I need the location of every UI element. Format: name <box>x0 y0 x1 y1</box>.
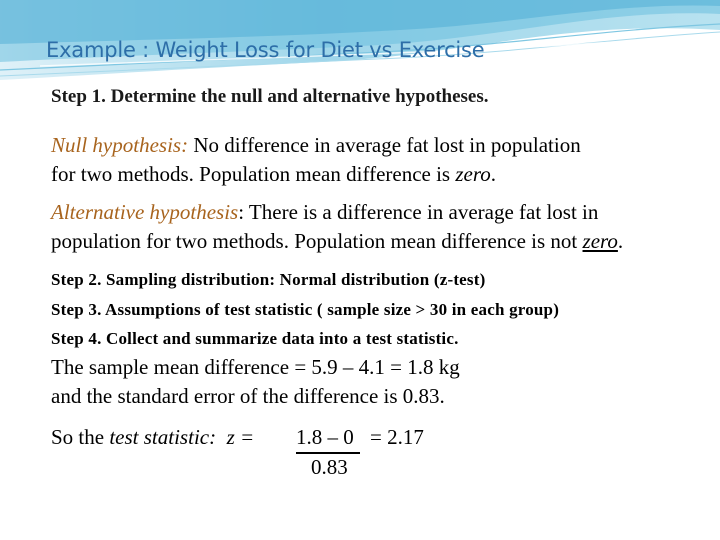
header-wave-decoration <box>0 0 720 80</box>
null-hypothesis-label: Null hypothesis: <box>51 133 189 157</box>
null-hypothesis-text-2: for two methods. Population mean differe… <box>51 162 456 186</box>
test-statistic-prefix: So the <box>51 425 110 449</box>
mean-difference-line-1: The sample mean difference = 5.9 – 4.1 =… <box>51 355 460 379</box>
null-zero-emphasis: zero <box>455 162 491 186</box>
step-2-text: Step 2. Sampling distribution: Normal di… <box>51 270 486 289</box>
null-hypothesis-end: . <box>490 162 496 186</box>
slide-title: Example : Weight Loss for Diet vs Exerci… <box>46 38 485 62</box>
alternative-hypothesis-text-2: population for two methods. Population m… <box>51 229 583 253</box>
test-statistic-label: test statistic: <box>109 425 217 449</box>
alternative-hypothesis-end: . <box>617 229 624 253</box>
null-hypothesis-paragraph: Null hypothesis: No difference in averag… <box>51 131 581 189</box>
null-hypothesis-text-1: No difference in average fat lost in pop… <box>188 133 581 157</box>
fraction-bar <box>296 452 360 454</box>
alternative-colon: : <box>238 200 245 224</box>
fraction-numerator: 1.8 – 0 <box>296 425 354 450</box>
test-statistic-result: = 2.17 <box>370 425 424 449</box>
alternative-hypothesis-paragraph: Alternative hypothesis: There is a diffe… <box>51 198 623 256</box>
fraction-denominator: 0.83 <box>311 455 348 479</box>
alternative-hypothesis-label: Alternative hypothesis <box>51 200 239 224</box>
alternative-zero-emphasis: zero <box>582 229 618 253</box>
mean-difference-line-2: and the standard error of the difference… <box>51 384 445 408</box>
step-3-text: Step 3. Assumptions of test statistic ( … <box>51 300 560 319</box>
step-4-text: Step 4. Collect and summarize data into … <box>51 329 459 348</box>
test-statistic-lead: So the test statistic: z = <box>51 425 265 450</box>
mean-difference-paragraph: The sample mean difference = 5.9 – 4.1 =… <box>51 353 460 411</box>
step-1-heading: Step 1. Determine the null and alternati… <box>51 86 489 107</box>
test-statistic-equation: z = <box>216 425 265 449</box>
alternative-hypothesis-text-1: There is a difference in average fat los… <box>244 200 599 224</box>
numerator-text: 1.8 – 0 <box>296 425 354 449</box>
